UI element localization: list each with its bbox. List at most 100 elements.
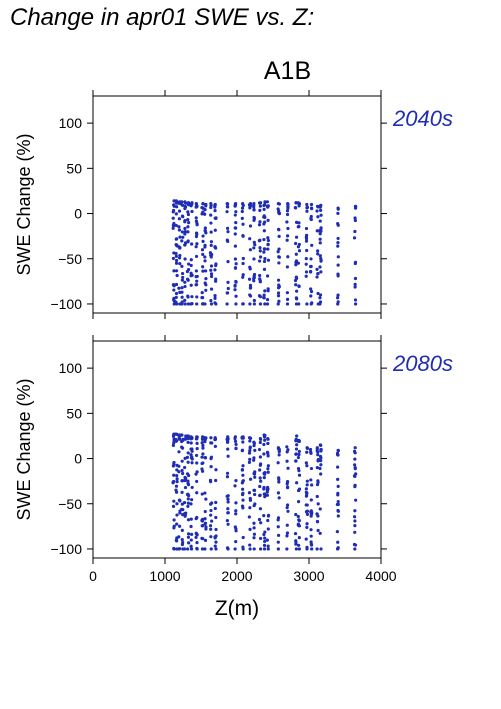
data-point [241, 203, 245, 207]
data-point [172, 499, 176, 503]
data-point [175, 480, 179, 484]
data-point [209, 480, 213, 484]
data-point [180, 433, 184, 437]
data-point [305, 479, 309, 483]
data-point [189, 524, 193, 529]
data-point [174, 254, 178, 258]
data-point [316, 215, 320, 219]
data-point [252, 532, 257, 536]
data-point [241, 222, 245, 226]
data-point [203, 226, 207, 230]
data-point [181, 275, 185, 280]
data-point [266, 205, 270, 209]
data-point [183, 220, 187, 224]
data-point [315, 547, 319, 551]
data-point [177, 535, 181, 539]
data-point [209, 502, 213, 506]
data-point [201, 443, 205, 448]
data-point [309, 206, 314, 210]
data-point [241, 535, 245, 540]
data-point [309, 264, 313, 269]
data-point [174, 261, 179, 265]
data-point [172, 518, 176, 522]
data-point [252, 536, 256, 540]
data-point [266, 218, 270, 223]
data-point [252, 472, 257, 476]
data-point [183, 465, 187, 470]
data-point [297, 242, 301, 247]
data-point [318, 205, 322, 209]
data-point [285, 291, 289, 295]
data-point [353, 206, 358, 210]
data-point [353, 485, 357, 489]
data-point [295, 297, 299, 301]
data-point [266, 547, 270, 551]
data-point [177, 209, 182, 213]
data-point [276, 491, 281, 495]
data-point [286, 466, 290, 470]
data-point [214, 500, 218, 505]
data-point [305, 209, 309, 213]
y-axis-title: SWE Change (%) [14, 378, 34, 520]
data-point [248, 267, 252, 271]
data-point [171, 504, 176, 509]
data-point [190, 532, 194, 536]
data-point [186, 230, 190, 234]
data-point [248, 506, 252, 510]
data-point [276, 291, 281, 295]
data-point [276, 461, 280, 465]
data-point [353, 543, 358, 547]
y-tick-label: 50 [66, 405, 82, 421]
data-point [262, 547, 267, 551]
data-point [177, 450, 181, 454]
x-tick-label: 0 [89, 568, 97, 584]
x-axis-title: Z(m) [215, 597, 259, 620]
data-point [248, 543, 252, 547]
data-point [252, 456, 256, 460]
data-point [258, 220, 262, 224]
data-point [175, 502, 179, 506]
data-point [262, 532, 266, 537]
data-point [214, 540, 218, 544]
data-point [266, 238, 270, 243]
data-point [190, 301, 194, 306]
data-point [305, 205, 310, 209]
data-point [319, 208, 323, 212]
data-point [177, 286, 181, 290]
data-point [190, 242, 194, 246]
data-point [277, 496, 281, 500]
data-point [213, 506, 217, 511]
data-point [201, 202, 205, 206]
data-point [201, 536, 205, 541]
data-point [186, 440, 190, 444]
data-point [305, 493, 309, 497]
y-axis-title: SWE Change (%) [14, 133, 34, 275]
data-point [315, 229, 319, 233]
data-point [335, 451, 340, 455]
data-point [309, 269, 313, 274]
data-point [297, 284, 301, 289]
data-point [226, 280, 230, 284]
data-point [172, 546, 176, 551]
data-point [186, 504, 190, 508]
data-point [174, 291, 179, 296]
data-point [172, 524, 176, 528]
data-point [315, 465, 319, 470]
data-point [296, 500, 301, 504]
data-point [190, 455, 194, 459]
data-point [175, 432, 179, 436]
data-point [304, 490, 308, 494]
data-point [204, 288, 208, 292]
data-point [304, 487, 308, 491]
data-point [233, 213, 237, 217]
x-tick-label: 3000 [293, 568, 324, 584]
period-label-2040s: 2040s [392, 106, 453, 131]
data-point [285, 238, 289, 242]
data-point [240, 216, 244, 220]
data-point [225, 302, 229, 306]
data-point [183, 511, 187, 516]
data-point [178, 499, 182, 503]
data-point [226, 454, 230, 458]
data-point [318, 293, 323, 297]
data-point [190, 498, 194, 502]
